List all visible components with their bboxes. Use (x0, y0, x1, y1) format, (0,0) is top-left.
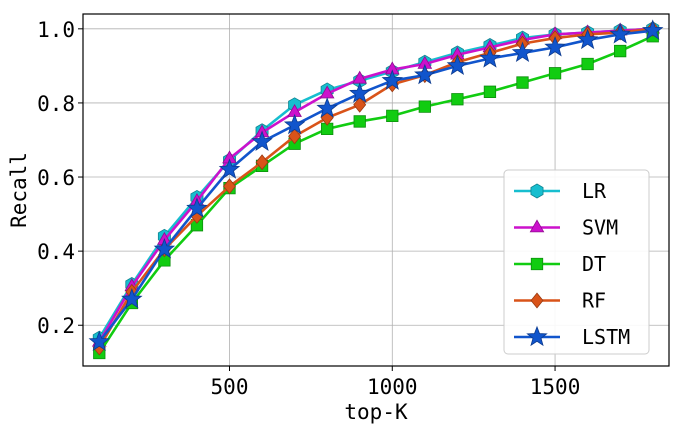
legend-label: LR (582, 179, 607, 203)
legend-marker (530, 292, 544, 309)
data-point-lstm (88, 330, 111, 352)
data-point-dt (386, 109, 399, 123)
data-point-dt (581, 57, 594, 71)
data-point-lstm (446, 54, 469, 76)
legend-marker (529, 219, 545, 233)
data-point-lstm (283, 113, 306, 135)
legend: LR SVM DT RF LSTM (503, 169, 650, 355)
data-point-lstm (218, 158, 241, 179)
data-point-dt (451, 93, 464, 106)
legend-item-lstm: LSTM (514, 325, 630, 349)
data-point-dt (353, 115, 366, 128)
data-point-lstm (641, 19, 664, 40)
plot-frame (82, 13, 670, 367)
data-point-dt (483, 85, 497, 98)
legend-box (503, 169, 650, 355)
data-point-rf (255, 154, 269, 171)
data-point-lstm (381, 69, 404, 90)
legend-item-svm: SVM (514, 216, 618, 240)
y-axis-label: Recall (7, 152, 31, 228)
legend-label: DT (582, 252, 606, 276)
legend-label: LSTM (582, 325, 630, 349)
legend-marker (526, 325, 548, 347)
data-point-rf (353, 96, 367, 113)
data-point-lstm (479, 47, 501, 68)
series-layer (88, 19, 664, 360)
data-point-lstm (348, 82, 371, 103)
data-point-lstm (414, 63, 436, 85)
legend-item-lr: LR (514, 179, 607, 203)
series-lstm (88, 19, 664, 352)
legend-marker (530, 183, 544, 199)
data-point-lstm (186, 197, 208, 218)
legend-label: RF (582, 289, 606, 313)
data-point-lstm (153, 237, 176, 259)
legend-label: SVM (582, 216, 618, 240)
data-point-lstm (576, 28, 599, 50)
y-tick-label: 0.2 (37, 314, 75, 338)
y-tick-label: 0.8 (37, 92, 75, 116)
data-point-rf (288, 128, 302, 145)
x-axis-label: top-K (344, 400, 408, 424)
x-tick-label: 1500 (530, 375, 581, 399)
data-point-dt (418, 100, 431, 113)
legend-item-rf: RF (514, 289, 606, 313)
data-point-lstm (121, 288, 143, 309)
legend-item-dt: DT (514, 252, 606, 276)
y-tick-label: 0.6 (37, 166, 75, 190)
data-point-lstm (511, 41, 534, 63)
data-point-dt (614, 44, 627, 58)
y-tick-label: 1.0 (37, 18, 75, 42)
x-tick-label: 1000 (367, 375, 418, 399)
data-point-lstm (609, 23, 631, 44)
data-point-lstm (544, 36, 566, 57)
axis-ticks: 500 1000 1500 0.2 0.4 0.6 0.8 1.0 (37, 18, 580, 399)
data-point-rf (223, 178, 236, 195)
x-tick-label: 500 (211, 375, 249, 399)
data-point-lstm (251, 130, 273, 151)
data-point-dt (516, 76, 529, 89)
data-point-dt (548, 67, 562, 80)
y-tick-label: 0.4 (37, 240, 75, 264)
legend-marker (530, 257, 544, 271)
data-point-lstm (316, 97, 338, 118)
